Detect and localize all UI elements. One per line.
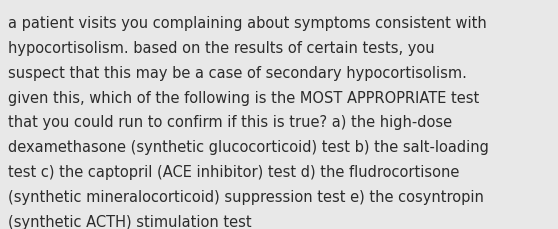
Text: (synthetic ACTH) stimulation test: (synthetic ACTH) stimulation test xyxy=(8,214,252,229)
Text: a patient visits you complaining about symptoms consistent with: a patient visits you complaining about s… xyxy=(8,16,487,31)
Text: dexamethasone (synthetic glucocorticoid) test b) the salt-loading: dexamethasone (synthetic glucocorticoid)… xyxy=(8,140,489,155)
Text: given this, which of the following is the MOST APPROPRIATE test: given this, which of the following is th… xyxy=(8,90,480,105)
Text: test c) the captopril (ACE inhibitor) test d) the fludrocortisone: test c) the captopril (ACE inhibitor) te… xyxy=(8,164,460,179)
Text: suspect that this may be a case of secondary hypocortisolism.: suspect that this may be a case of secon… xyxy=(8,65,467,80)
Text: (synthetic mineralocorticoid) suppression test e) the cosyntropin: (synthetic mineralocorticoid) suppressio… xyxy=(8,189,484,204)
Text: hypocortisolism. based on the results of certain tests, you: hypocortisolism. based on the results of… xyxy=(8,41,435,56)
Text: that you could run to confirm if this is true? a) the high-dose: that you could run to confirm if this is… xyxy=(8,115,453,130)
